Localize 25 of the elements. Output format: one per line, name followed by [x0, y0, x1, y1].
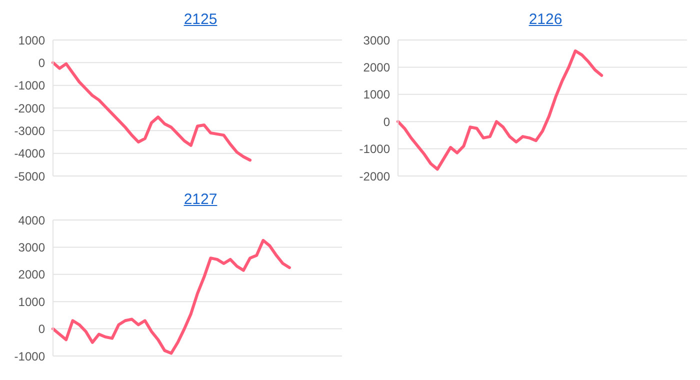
y-tick-label: -1000 — [14, 349, 46, 364]
y-tick-label: 4000 — [18, 213, 46, 228]
chart-title: 2125 — [182, 10, 218, 30]
y-tick-label: -2000 — [359, 169, 390, 184]
y-tick-label: 3000 — [18, 240, 46, 254]
y-tick-label: -5000 — [14, 169, 46, 184]
y-tick-label: -1000 — [359, 142, 390, 156]
y-tick-label: 0 — [38, 322, 46, 336]
y-tick-label: 1000 — [18, 294, 46, 309]
chart-title: 2127 — [182, 190, 218, 210]
line-series — [52, 61, 252, 162]
line-series — [396, 49, 604, 171]
y-tick-label: -1000 — [14, 78, 46, 93]
y-tick-label: -4000 — [14, 146, 46, 161]
y-tick-label: 3000 — [363, 33, 390, 48]
line-series — [52, 238, 291, 355]
y-tick-label: 0 — [38, 56, 46, 70]
y-tick-label: 2000 — [18, 268, 46, 282]
y-tick-label: -3000 — [14, 124, 46, 138]
y-tick-label: 1000 — [18, 33, 46, 48]
chart-title: 2126 — [528, 10, 564, 30]
y-tick-label: 2000 — [363, 60, 390, 74]
y-tick-label: 0 — [383, 114, 390, 129]
y-tick-label: 1000 — [363, 88, 390, 102]
y-tick-label: -2000 — [14, 101, 46, 116]
